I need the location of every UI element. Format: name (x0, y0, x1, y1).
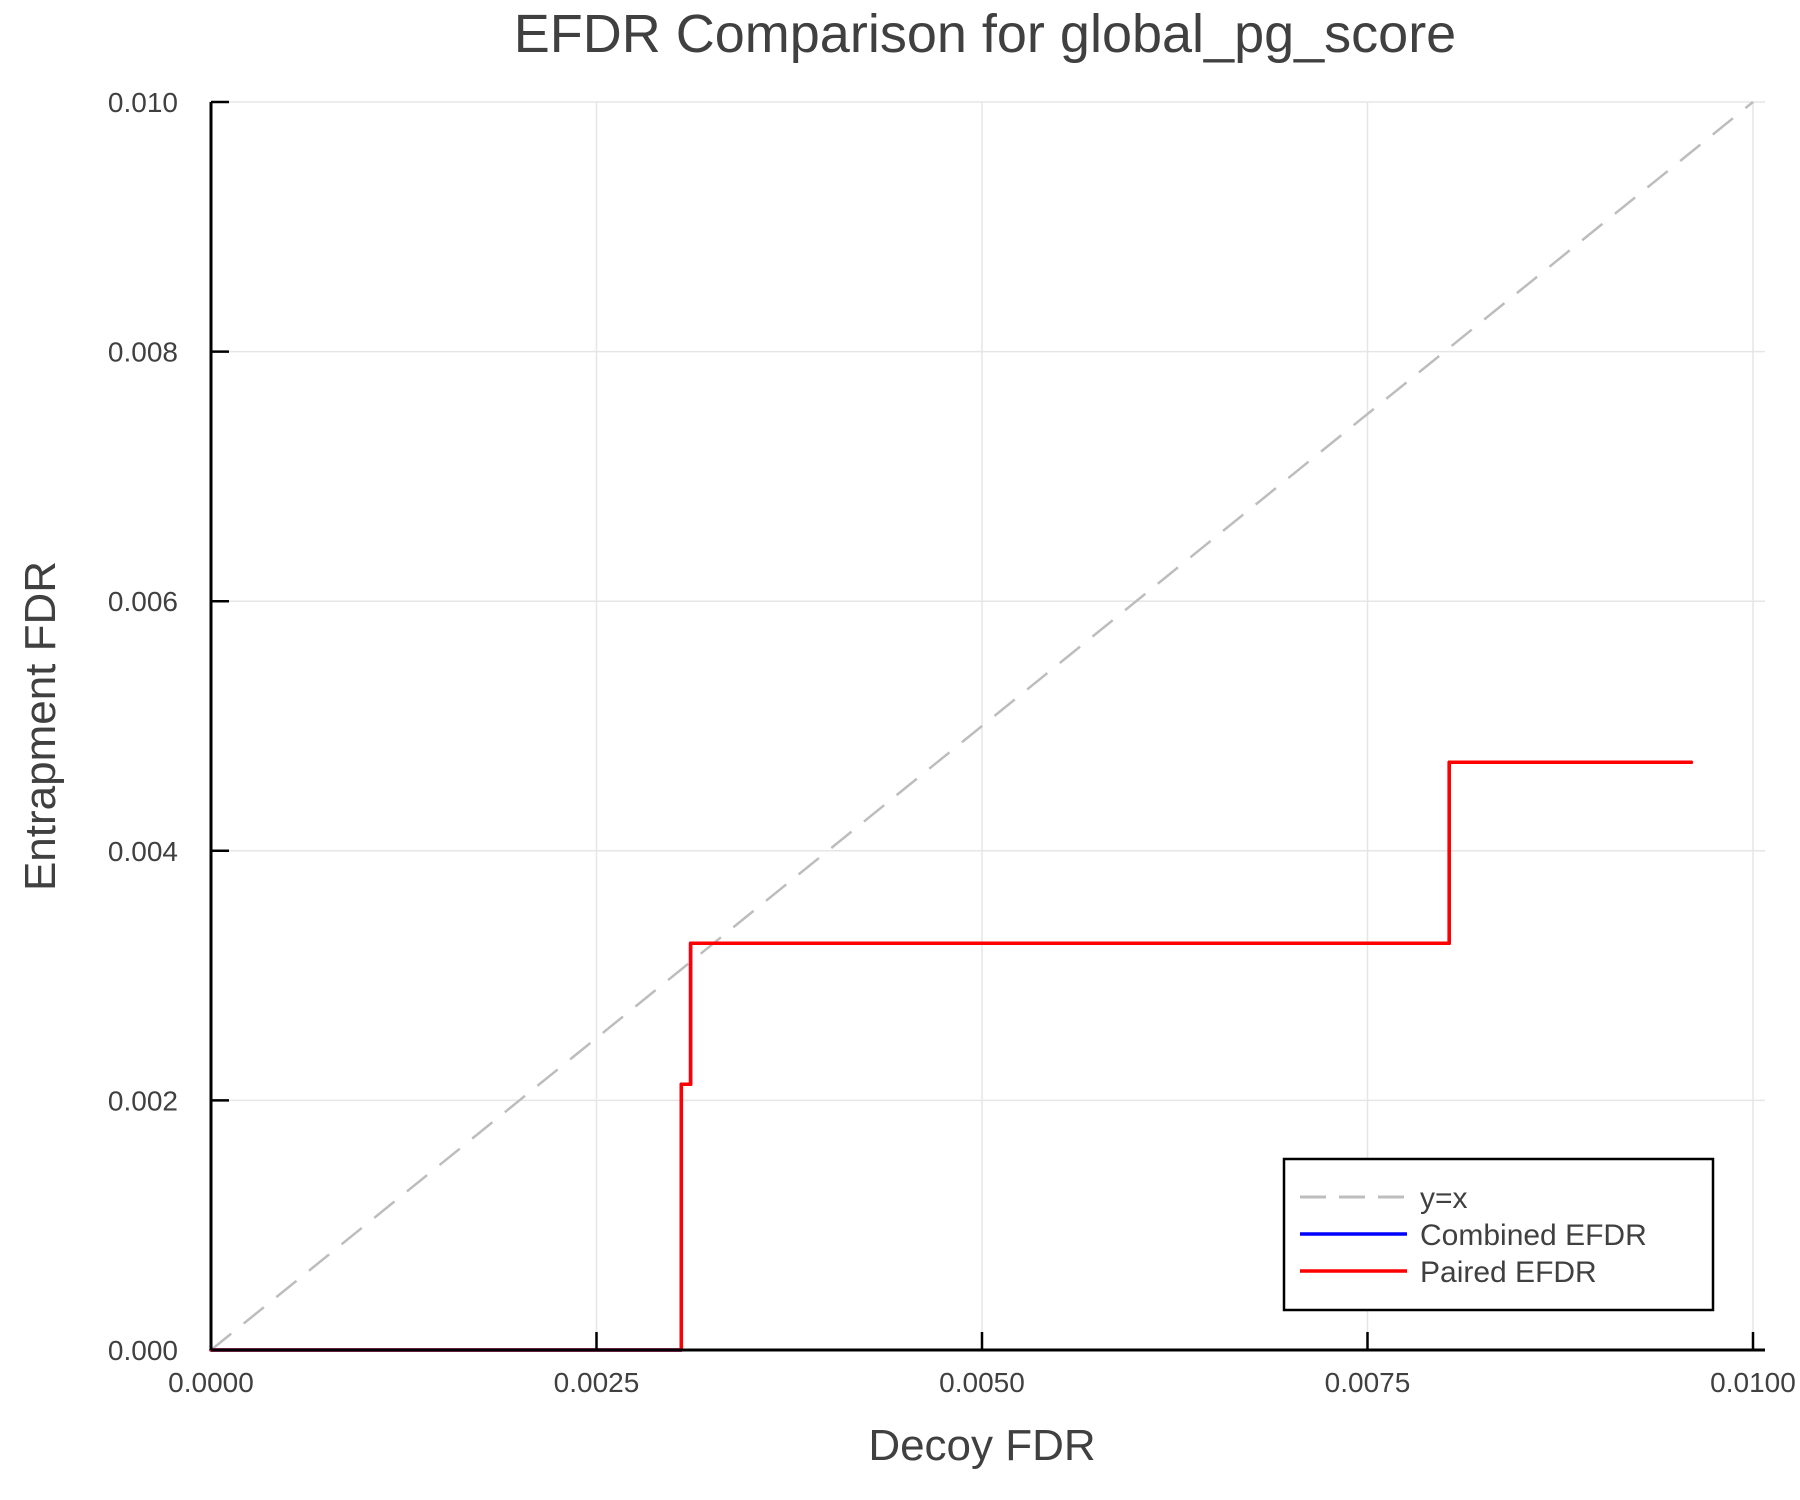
legend-label-paired: Paired EFDR (1420, 1256, 1597, 1289)
x-tick-label: 0.0100 (1710, 1367, 1796, 1398)
y-tick-label: 0.006 (108, 586, 178, 617)
legend-label-combined: Combined EFDR (1420, 1219, 1647, 1252)
tick-labels: 0.0000 0.0025 0.0050 0.0075 0.0100 0.000 0.002… (108, 87, 1796, 1398)
y-tick-label: 0.008 (108, 337, 178, 368)
y-tick-label: 0.000 (108, 1335, 178, 1366)
x-tick-label: 0.0050 (939, 1367, 1025, 1398)
axes (209, 100, 1765, 1352)
x-tick-label: 0.0075 (1325, 1367, 1411, 1398)
x-axis-label: Decoy FDR (868, 1421, 1095, 1470)
chart-title: EFDR Comparison for global_pg_score (514, 4, 1456, 64)
legend: y=x Combined EFDR Paired EFDR (1282, 1157, 1715, 1312)
y-tick-label: 0.004 (108, 836, 178, 867)
series-layer (209, 101, 1754, 1352)
legend-label-yx: y=x (1420, 1182, 1468, 1215)
y-tick-label: 0.010 (108, 87, 178, 118)
y-tick-label: 0.002 (108, 1085, 178, 1116)
series-y-x (210, 101, 1754, 1351)
x-tick-label: 0.0000 (168, 1367, 254, 1398)
series-paired-efdr (209, 760, 1694, 1352)
y-axis-label: Entrapment FDR (16, 561, 65, 891)
x-tick-label: 0.0025 (554, 1367, 640, 1398)
